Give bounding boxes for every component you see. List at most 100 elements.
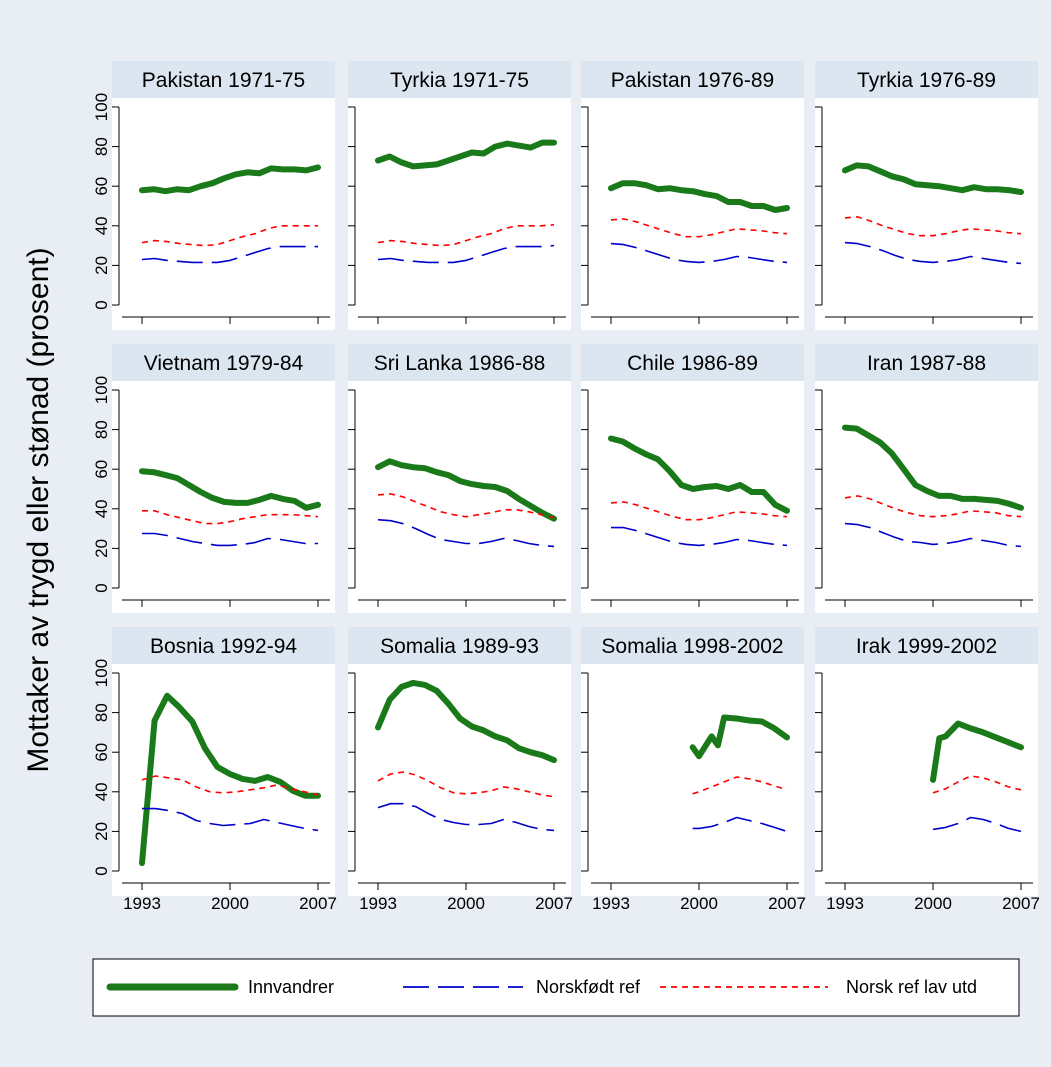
panel-4: Tyrkia 1976-89 [815,61,1038,330]
panel-title-band [815,344,1038,381]
legend-label: Norskfødt ref [536,977,641,997]
y-tick-label: 40 [92,499,111,518]
panel-6: Sri Lanka 1986-88 [348,344,571,613]
x-tick-label: 2007 [299,894,337,913]
panel-2: Tyrkia 1971-75 [348,61,571,330]
series-line-innvandrer [139,692,321,867]
x-tick-label: 2007 [535,894,573,913]
panel-title: Chile 1986-89 [627,352,758,375]
series-line-norskf-dt-ref [141,245,318,264]
series-line-innvandrer [375,139,557,170]
series-line-innvandrer [375,679,557,764]
series-line-innvandrer [689,714,790,760]
x-tick-label: 1993 [123,894,161,913]
panel-title: Tyrkia 1976-89 [857,69,996,92]
y-tick-label: 100 [92,376,111,404]
plot-area [112,98,335,330]
y-tick-label: 20 [92,822,111,841]
panel-title-band [815,61,1038,98]
y-axis-title: Mottaker av trygd eller stønad (prosent) [22,247,55,772]
x-tick-label: 2007 [768,894,806,913]
x-tick-label: 1993 [359,894,397,913]
series-line-innvandrer [139,164,321,195]
panel-title-band [112,627,335,664]
y-tick-label: 80 [92,420,111,439]
series-line-norskf-dt-ref [142,532,318,547]
y-tick-label: 0 [92,583,111,592]
series-line-norsk-ref-lav-utd [610,218,788,238]
x-tick-label: 2000 [211,894,249,913]
plot-area [348,664,571,896]
panel-title-band [581,344,804,381]
panel-title: Somalia 1998-2002 [601,635,783,658]
series-line-innvandrer [375,458,557,522]
y-tick-label: 80 [92,703,111,722]
plot-area [815,664,1038,896]
series-line-norskf-dt-ref [611,526,788,547]
y-tick-label: 60 [92,460,111,479]
series-line-norsk-ref-lav-utd [610,501,788,521]
legend: Innvandrer Norskfødt ref Norsk ref lav utd [92,958,1020,1017]
panel-title: Pakistan 1971-75 [142,69,305,92]
plot-area [581,98,804,330]
series-line-norsk-ref-lav-utd [844,216,1022,237]
y-tick-label: 40 [92,782,111,801]
series-line-norsk-ref-lav-utd [692,776,788,795]
y-tick-label: 100 [92,93,111,121]
series-line-innvandrer [608,180,790,213]
x-tick-label: 2007 [1002,894,1040,913]
panel-title: Tyrkia 1971-75 [390,69,529,92]
series-line-norskf-dt-ref [844,522,1022,548]
legend-label: Innvandrer [248,977,334,997]
panel-title: Vietnam 1979-84 [144,352,304,375]
panel-title: Sri Lanka 1986-88 [374,352,546,375]
panel-title: Bosnia 1992-94 [150,635,297,658]
y-tick-label: 60 [92,743,111,762]
series-line-norskf-dt-ref [844,241,1022,265]
y-tick-label: 20 [92,256,111,275]
panel-title: Somalia 1989-93 [380,635,539,658]
panel-title: Pakistan 1976-89 [611,69,774,92]
plot-area [581,664,804,896]
y-tick-label: 80 [92,137,111,156]
panel-8: Iran 1987-88 [815,344,1038,613]
series-line-norskf-dt-ref [377,802,555,832]
panel-10: Somalia 1989-93 1993 2000 2007 [348,627,573,913]
series-line-norskf-dt-ref [932,816,1022,833]
panel-title: Iran 1987-88 [867,352,986,375]
series-line-norsk-ref-lav-utd [377,493,555,519]
x-tick-label: 2000 [447,894,485,913]
panel-title-band [348,627,571,664]
panel-1: Pakistan 1971-75 0 20 40 60 80 100 [92,61,335,330]
panel-7: Chile 1986-89 [581,344,804,613]
panel-11: Somalia 1998-2002 1993 2000 2007 [581,627,806,913]
x-tick-label: 1993 [826,894,864,913]
series-line-innvandrer [139,468,321,511]
panel-title-band [112,61,335,98]
y-tick-label: 100 [92,659,111,687]
y-tick-label: 0 [92,300,111,309]
panel-title-band [581,61,804,98]
series-line-norsk-ref-lav-utd [141,225,318,247]
legend-label: Norsk ref lav utd [846,977,977,997]
series-line-norskf-dt-ref [142,807,319,832]
series-line-innvandrer [842,162,1024,196]
legend-box [92,958,1020,1017]
series-line-norskf-dt-ref [377,244,555,264]
plot-area [348,381,571,613]
series-line-innvandrer [608,435,790,514]
series-line-norskf-dt-ref [610,242,788,264]
panel-9: Bosnia 1992-94 0 20 40 60 80 100 1993 2000 2007 [92,627,337,913]
series-line-norsk-ref-lav-utd [844,495,1022,518]
panel-5: Vietnam 1979-84 0 20 40 60 80 100 [92,344,335,613]
plot-area [815,98,1038,330]
y-tick-label: 20 [92,539,111,558]
x-tick-label: 2000 [680,894,718,913]
plot-area [112,664,335,896]
series-line-norsk-ref-lav-utd [142,509,319,525]
panel-title-band [581,627,804,664]
series-line-norskf-dt-ref [377,518,555,548]
series-line-norsk-ref-lav-utd [377,771,555,798]
plot-area [815,381,1038,613]
